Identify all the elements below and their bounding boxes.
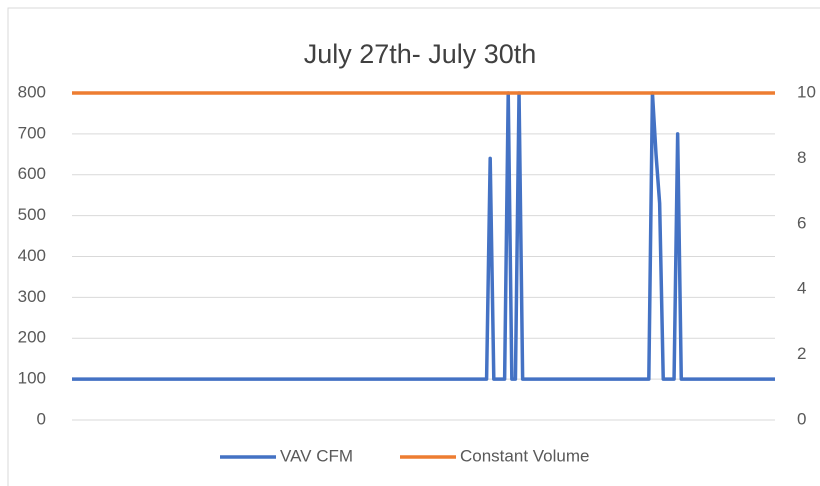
legend-label: VAV CFM — [280, 446, 353, 465]
y2-tick-label: 0 — [797, 409, 806, 428]
y-tick-label: 0 — [37, 409, 46, 428]
y2-tick-label: 2 — [797, 344, 806, 363]
chart-border — [7, 7, 820, 486]
y-tick-label: 800 — [18, 82, 46, 101]
y-tick-label: 100 — [18, 369, 46, 388]
legend-label: Constant Volume — [460, 446, 589, 465]
y2-tick-label: 6 — [797, 213, 806, 232]
chart-title: July 27th- July 30th — [304, 39, 537, 69]
y-tick-label: 700 — [18, 123, 46, 142]
y2-tick-label: 10 — [797, 82, 816, 101]
series-line — [72, 91, 775, 381]
y2-tick-label: 4 — [797, 279, 806, 298]
y2-tick-label: 8 — [797, 148, 806, 167]
y-tick-label: 400 — [18, 246, 46, 265]
y-tick-label: 300 — [18, 287, 46, 306]
y-tick-label: 500 — [18, 205, 46, 224]
y-tick-label: 200 — [18, 328, 46, 347]
y-tick-label: 600 — [18, 164, 46, 183]
